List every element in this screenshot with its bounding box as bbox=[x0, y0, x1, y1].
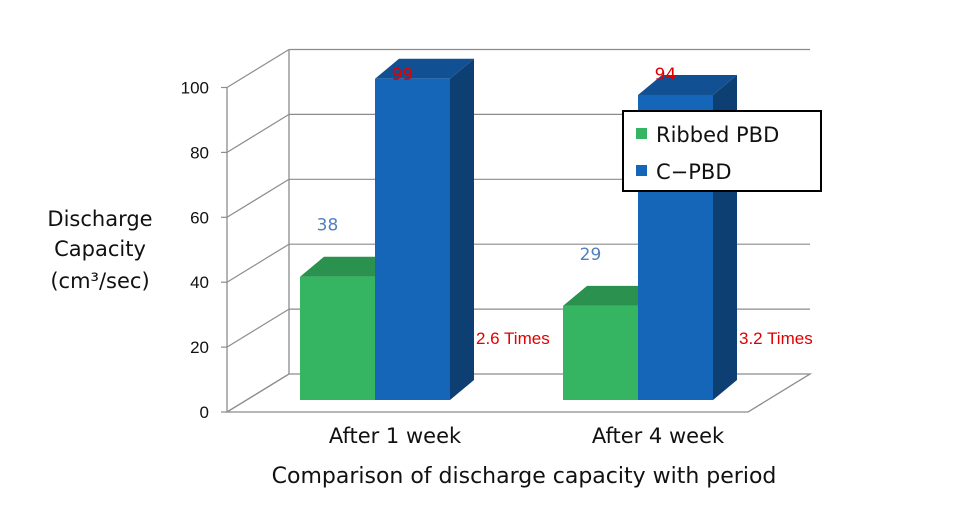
data-label-c-pbd-after-1-week: 99 bbox=[392, 65, 414, 85]
y-axis-title-line-3: (cm³/sec) bbox=[50, 269, 149, 293]
data-label-c-pbd-after-4-week: 94 bbox=[655, 65, 677, 85]
y-axis-title-line-1: Discharge bbox=[47, 207, 152, 231]
annotation-after-4-week: 3.2 Times bbox=[739, 329, 813, 348]
gridline-side-0 bbox=[226, 373, 290, 413]
y-axis-title-line-2: Capacity bbox=[54, 237, 146, 261]
bar-c-pbd-after-1-week-front bbox=[375, 78, 450, 401]
annotation-after-1-week: 2.6 Times bbox=[476, 329, 550, 348]
category-label-after-1-week: After 1 week bbox=[329, 424, 462, 448]
gridline-side-100 bbox=[226, 48, 290, 89]
category-labels: After 1 week After 4 week bbox=[329, 424, 725, 448]
bar-ribbed-pbd-after-1-week-top bbox=[300, 256, 399, 277]
bar-c-pbd-after-4-week-top bbox=[638, 74, 737, 95]
annotations: 2.6 Times 3.2 Times bbox=[476, 329, 813, 348]
legend-swatch-ribbed-pbd bbox=[636, 128, 647, 139]
x-axis-title: Comparison of discharge capacity with pe… bbox=[272, 464, 777, 489]
legend-swatch-c-pbd bbox=[636, 165, 647, 176]
bar-c-pbd-after-1-week bbox=[375, 58, 474, 401]
gridline-side-60 bbox=[226, 178, 290, 218]
gridline-side-80 bbox=[226, 113, 290, 153]
gridline-side-40 bbox=[226, 243, 290, 283]
tick-label-40: 40 bbox=[190, 273, 209, 292]
tick-label-100: 100 bbox=[181, 79, 209, 98]
legend-label-ribbed-pbd: Ribbed PBD bbox=[656, 123, 779, 147]
category-label-after-4-week: After 4 week bbox=[592, 424, 725, 448]
bars bbox=[300, 58, 737, 401]
bar-ribbed-pbd-after-4-week-front bbox=[563, 305, 638, 400]
data-label-ribbed-pbd-after-1-week: 38 bbox=[317, 216, 339, 236]
tick-label-20: 20 bbox=[190, 338, 209, 357]
tick-label-0: 0 bbox=[200, 403, 209, 422]
data-labels: 38 99 29 94 bbox=[317, 65, 677, 265]
legend-box bbox=[622, 110, 822, 192]
bar-c-pbd-after-1-week-side bbox=[450, 58, 474, 401]
y-axis-ticks: 0 20 40 60 80 100 bbox=[181, 79, 227, 422]
tick-label-80: 80 bbox=[190, 143, 209, 162]
bar-ribbed-pbd-after-1-week-front bbox=[300, 276, 375, 400]
legend-label-c-pbd: C−PBD bbox=[656, 160, 732, 184]
bar-c-pbd-after-1-week-top bbox=[375, 58, 474, 79]
data-label-ribbed-pbd-after-4-week: 29 bbox=[580, 245, 602, 265]
bar-ribbed-pbd-after-4-week-top bbox=[563, 285, 662, 306]
gridline-side-20 bbox=[226, 308, 290, 348]
y-axis-title: Discharge Capacity (cm³/sec) bbox=[47, 207, 152, 293]
legend: Ribbed PBD C−PBD bbox=[622, 110, 822, 192]
tick-label-60: 60 bbox=[190, 208, 209, 227]
